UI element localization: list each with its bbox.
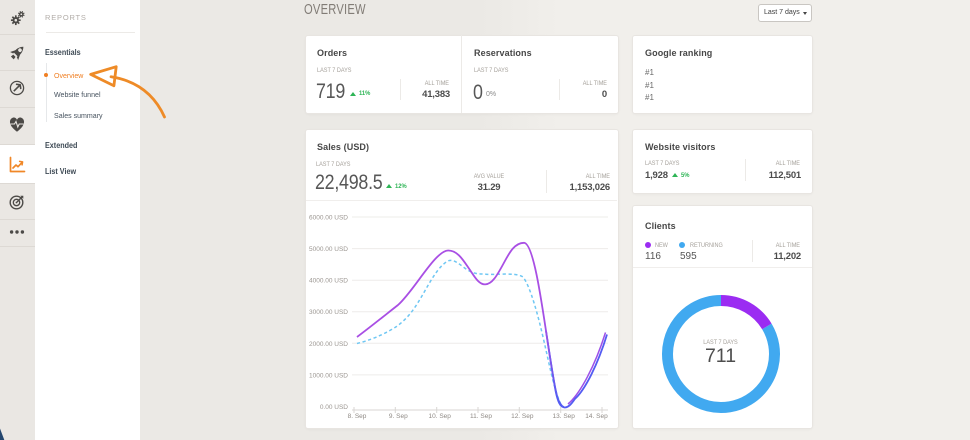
svg-text:0.00 USD: 0.00 USD <box>320 404 348 411</box>
svg-text:10. Sep: 10. Sep <box>428 413 451 420</box>
svg-text:11. Sep: 11. Sep <box>470 413 492 420</box>
svg-text:2000.00 USD: 2000.00 USD <box>309 341 348 348</box>
svg-text:13. Sep: 13. Sep <box>552 413 575 420</box>
svg-text:4000.00 USD: 4000.00 USD <box>309 278 348 285</box>
svg-text:9. Sep: 9. Sep <box>389 413 408 420</box>
svg-text:14. Sep: 14. Sep <box>585 413 608 420</box>
svg-text:1000.00 USD: 1000.00 USD <box>309 372 348 379</box>
svg-text:3000.00 USD: 3000.00 USD <box>309 309 348 316</box>
svg-text:5000.00 USD: 5000.00 USD <box>309 246 348 253</box>
svg-text:8. Sep: 8. Sep <box>348 413 367 420</box>
svg-text:12. Sep: 12. Sep <box>511 413 534 420</box>
svg-text:6000.00 USD: 6000.00 USD <box>309 215 348 222</box>
